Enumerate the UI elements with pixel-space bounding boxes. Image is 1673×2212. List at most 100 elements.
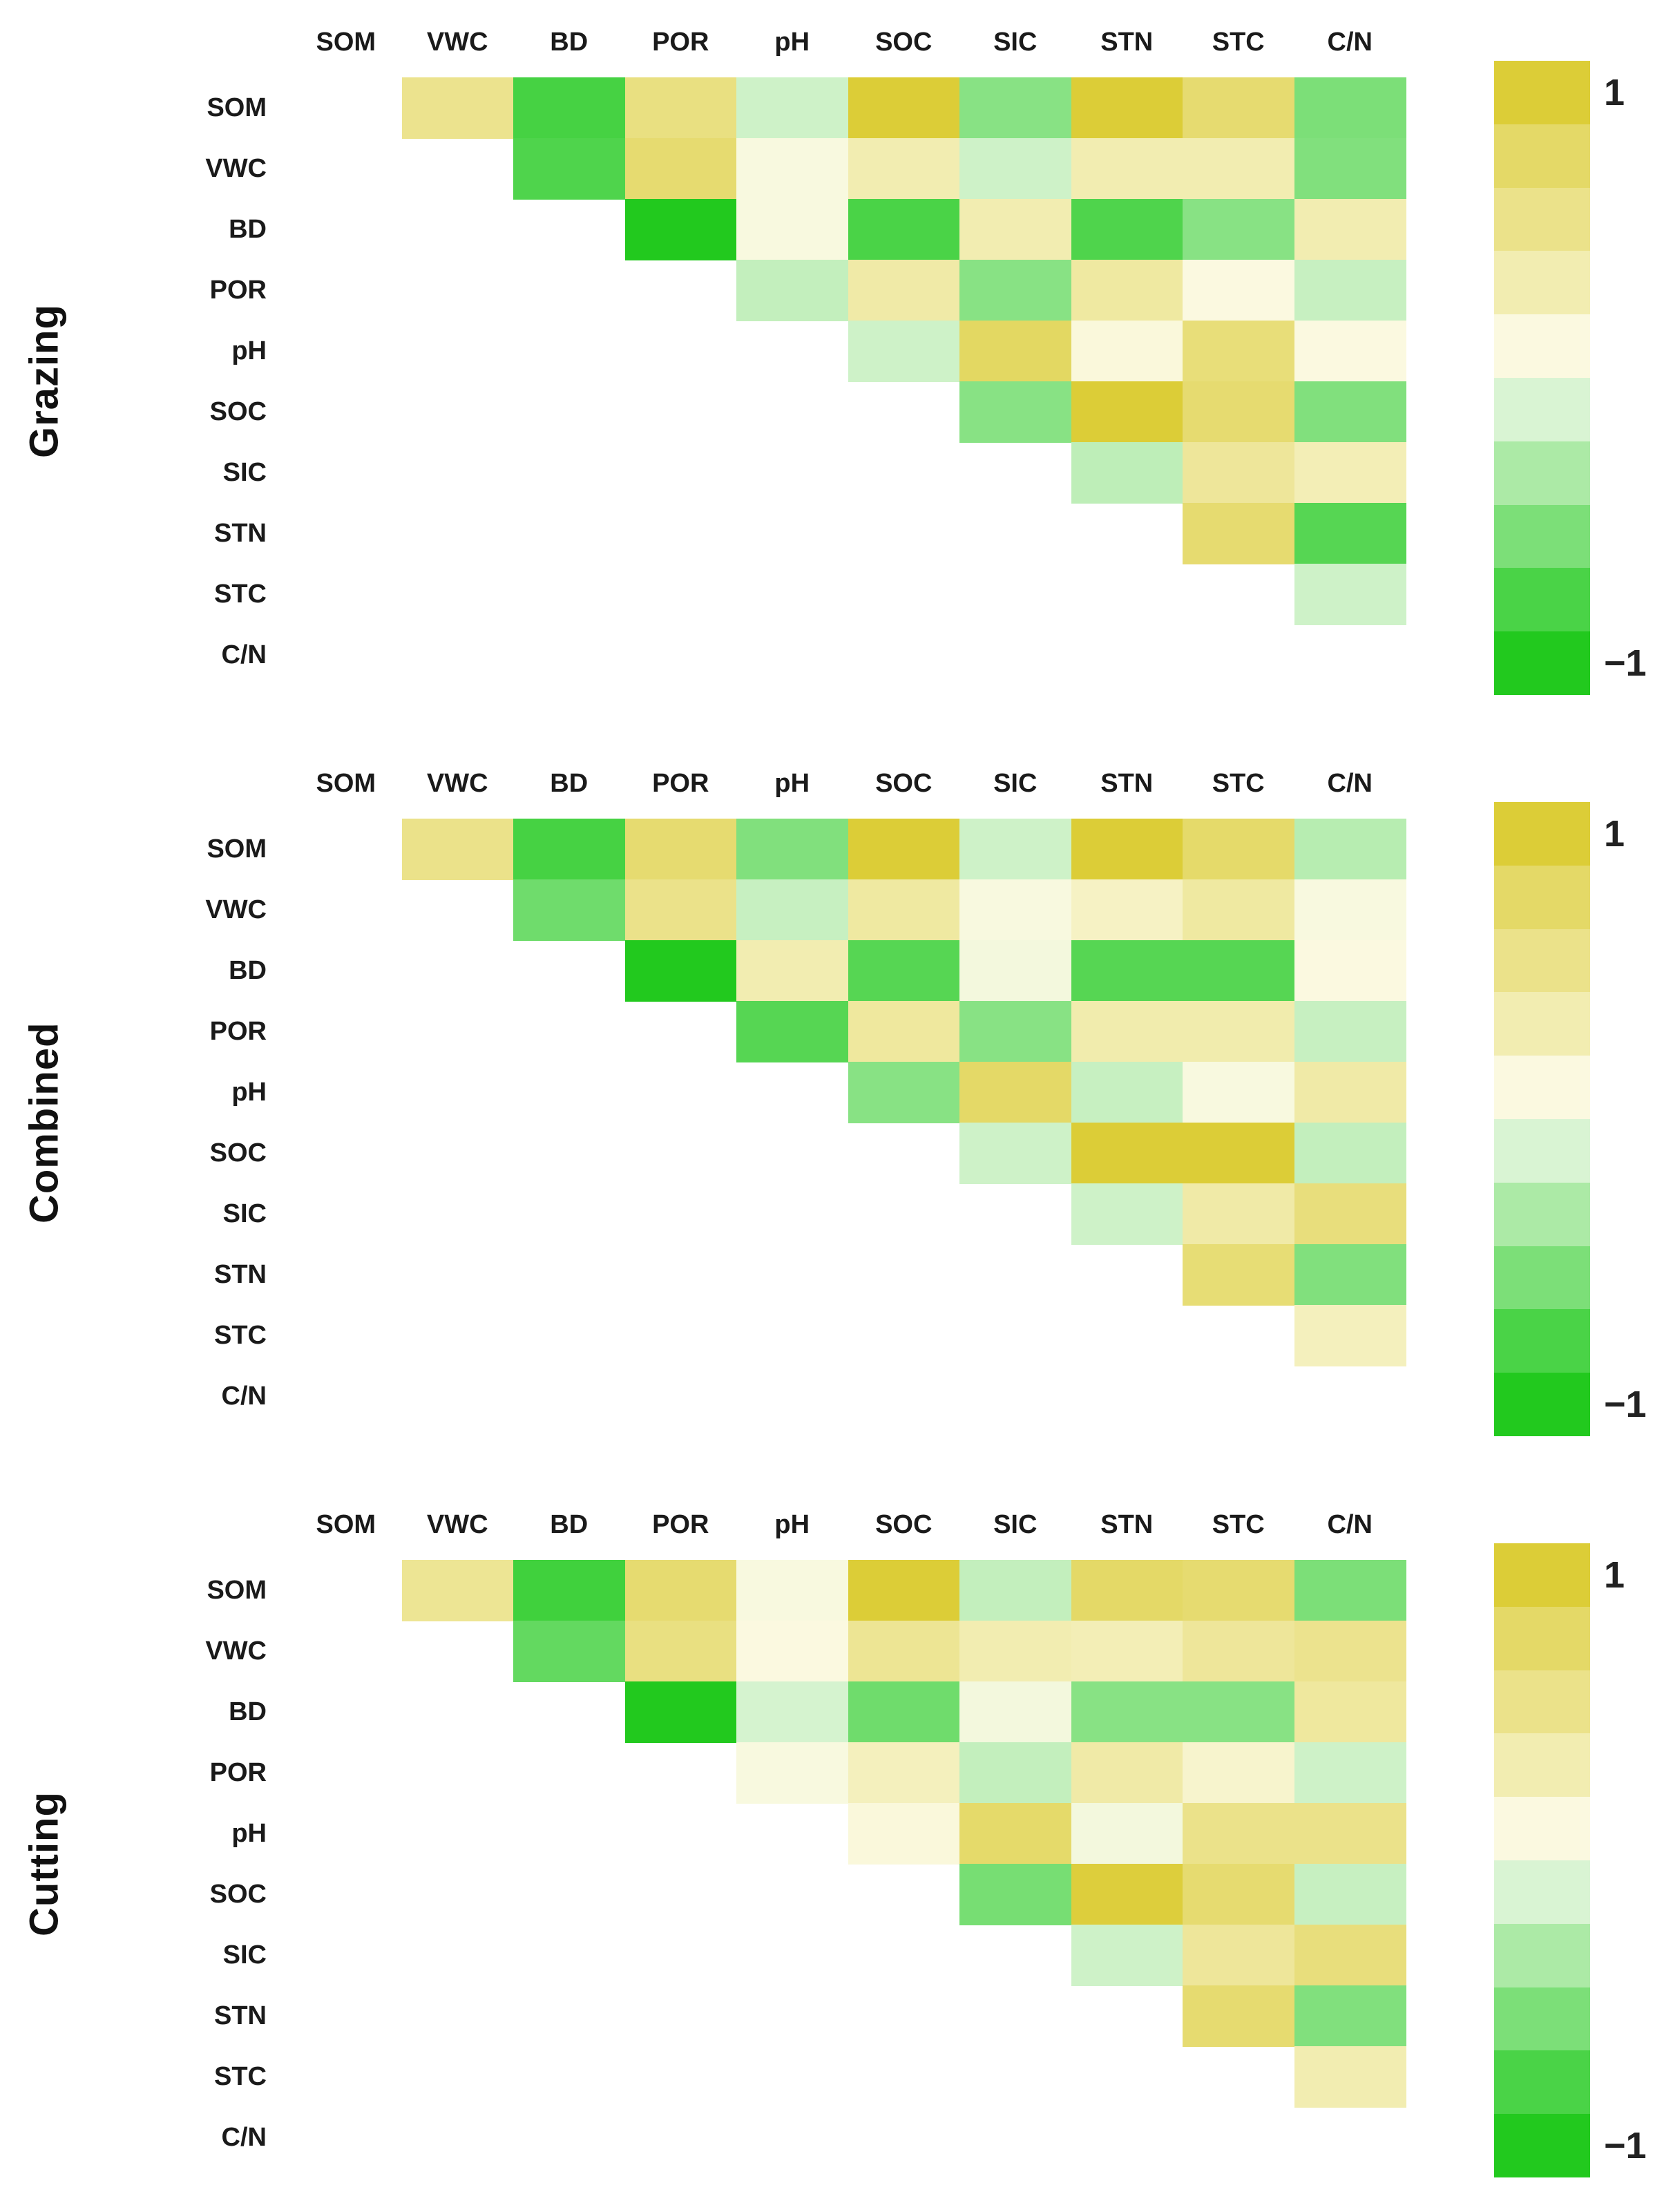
cell-som-bd [513,819,625,880]
col-header-vwc: VWC [426,768,488,798]
cell-vwc-ph [736,879,848,941]
cell-vwc-stn [1071,138,1183,200]
col-header-stn: STN [1100,768,1154,798]
cell-bd-sic [959,1681,1071,1743]
col-header-bd: BD [550,768,589,798]
cell-vwc-stc [1183,1621,1294,1682]
colorbar-segment-6 [1494,1119,1590,1183]
colorbar-segment-3 [1494,928,1590,993]
cell-stc-c-n [1294,1305,1406,1366]
col-header-por: POR [652,768,709,798]
colorbar [1494,61,1590,696]
row-label-stn: STN [214,518,267,548]
col-header-soc: SOC [875,27,933,57]
colorbar-segment-1 [1494,1543,1590,1608]
panel-cutting: Cutting SOM VWC BD POR pH SOC SIC STN STC C/N SOM… [0,1482,1673,2212]
row-label-c-n: C/N [221,640,267,669]
cell-vwc-stn [1071,1621,1183,1682]
cell-vwc-por [624,1621,737,1682]
colorbar-segment-9 [1494,1309,1590,1373]
cell-vwc-c-n [1294,879,1406,941]
row-label-vwc: VWC [205,1636,267,1666]
cell-som-sic [959,77,1071,139]
cell-som-por [624,1560,737,1621]
col-header-sic: SIC [993,1509,1038,1539]
cell-vwc-por [624,138,737,200]
cell-soc-sic [959,1864,1071,1925]
row-label-sic: SIC [222,1940,267,1970]
cell-bd-c-n [1294,199,1406,260]
cell-ph-c-n [1294,1062,1406,1123]
cell-ph-stc [1183,1062,1294,1123]
cell-som-vwc [401,77,514,139]
colorbar-segment-10 [1494,631,1590,696]
cell-soc-stc [1183,1123,1294,1184]
cell-stn-stc [1183,1985,1294,2047]
col-header-ph: pH [774,1509,810,1539]
cell-vwc-sic [959,879,1071,941]
colorbar-segment-10 [1494,1373,1590,1437]
cell-soc-c-n [1294,1864,1406,1925]
cell-por-c-n [1294,1742,1406,1804]
panel-title-grazing: Grazing [21,304,67,459]
cell-vwc-bd [513,1621,625,1682]
cell-stc-c-n [1294,2046,1406,2108]
colorbar-segment-1 [1494,61,1590,125]
cell-soc-stn [1071,1864,1183,1925]
cell-vwc-por [624,879,737,941]
cell-ph-soc [848,1062,960,1123]
cell-som-soc [848,77,960,139]
colorbar-segment-8 [1494,1246,1590,1310]
colorbar-segment-7 [1494,1923,1590,1988]
cell-stc-c-n [1294,564,1406,625]
row-label-sic: SIC [222,1199,267,1228]
row-label-soc: SOC [209,1879,267,1909]
col-header-por: POR [652,27,709,57]
colorbar-segment-9 [1494,2050,1590,2115]
colorbar-segment-8 [1494,1987,1590,2051]
cell-som-por [624,819,737,880]
cell-por-sic [959,1742,1071,1804]
cell-soc-stn [1071,1123,1183,1184]
colorbar-max-label: 1 [1604,1554,1625,1596]
panel-grazing: Grazing SOM VWC BD POR pH SOC SIC STN STC C/N SOM… [0,0,1673,737]
colorbar-max-label: 1 [1604,812,1625,855]
colorbar-segment-7 [1494,441,1590,506]
cell-som-stn [1071,1560,1183,1621]
row-label-por: POR [209,1016,267,1046]
colorbar-segment-1 [1494,802,1590,866]
row-label-soc: SOC [209,1138,267,1167]
cell-som-ph [736,77,848,139]
colorbar-segment-3 [1494,1670,1590,1734]
col-header-c-n: C/N [1327,1509,1373,1539]
cell-por-soc [848,260,960,321]
row-label-c-n: C/N [221,1381,267,1411]
col-header-stn: STN [1100,1509,1154,1539]
cell-vwc-ph [736,1621,848,1682]
cell-soc-stn [1071,381,1183,443]
col-header-por: POR [652,1509,709,1539]
colorbar-min-label: −1 [1604,1384,1647,1426]
colorbar-min-label: −1 [1604,2125,1647,2167]
colorbar-segment-4 [1494,992,1590,1056]
col-header-stn: STN [1100,27,1154,57]
cell-bd-stc [1183,1681,1294,1743]
cell-bd-soc [848,940,960,1002]
panel-combined: Combined SOM VWC BD POR pH SOC SIC STN STC C/N SO… [0,741,1673,1478]
row-label-soc: SOC [209,397,267,426]
cell-stn-c-n [1294,503,1406,564]
row-label-stc: STC [214,1320,267,1350]
cell-bd-por [624,199,737,260]
cell-som-stn [1071,77,1183,139]
cell-vwc-sic [959,1621,1071,1682]
cell-som-sic [959,819,1071,880]
cell-por-stn [1071,1742,1183,1804]
cell-vwc-bd [513,138,625,200]
colorbar-segment-5 [1494,1797,1590,1861]
cell-por-stc [1183,260,1294,321]
colorbar-segment-5 [1494,1056,1590,1120]
row-label-som: SOM [207,834,267,864]
colorbar-segment-4 [1494,1733,1590,1798]
row-label-c-n: C/N [221,2122,267,2152]
cell-ph-sic [959,1062,1071,1123]
